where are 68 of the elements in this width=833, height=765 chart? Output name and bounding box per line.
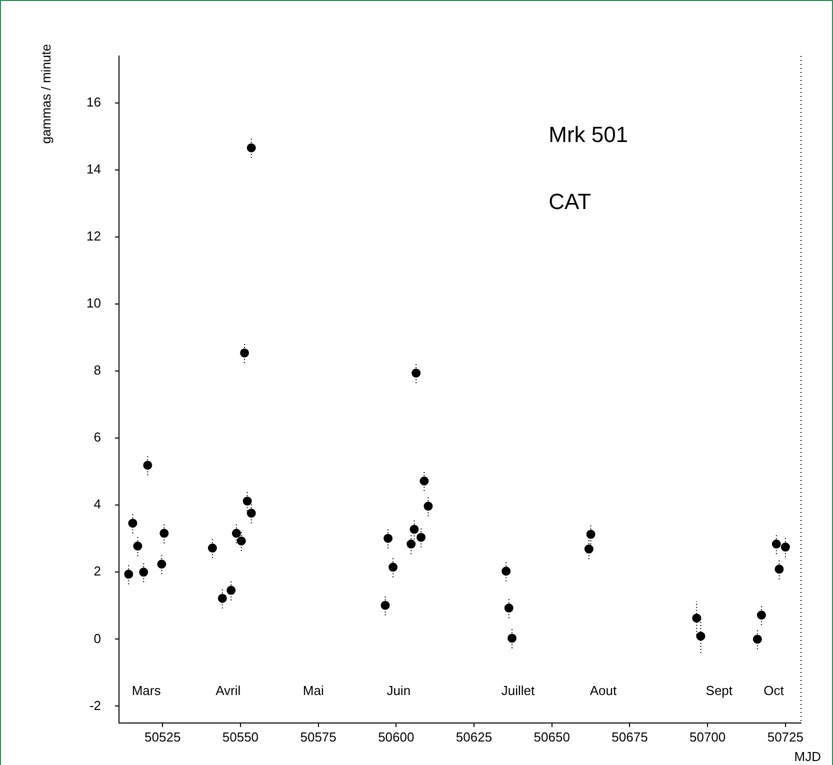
- x-tick-label: 50725: [767, 729, 804, 744]
- y-tick-label: 16: [86, 94, 101, 110]
- annotation: Oct: [764, 683, 784, 698]
- point: [412, 368, 421, 378]
- point: [416, 532, 426, 542]
- annotation: Juillet: [501, 683, 535, 698]
- point: [226, 586, 236, 595]
- x-tick-label: 50600: [378, 729, 414, 744]
- point: [420, 476, 429, 486]
- y-tick-label: 14: [86, 162, 101, 177]
- x-tick-label: 50575: [300, 729, 336, 744]
- annotation: Mai: [302, 683, 324, 698]
- x-axis-title: MJD: [794, 749, 821, 764]
- point: [232, 528, 241, 538]
- point: [504, 604, 514, 613]
- point: [124, 570, 134, 579]
- y-tick-label: 6: [94, 430, 101, 445]
- point: [208, 544, 217, 553]
- y-tick-label: 4: [94, 496, 101, 512]
- point: [139, 568, 148, 577]
- point: [160, 528, 169, 538]
- point: [502, 566, 511, 576]
- x-tick-label: 50550: [222, 729, 259, 744]
- point: [584, 544, 594, 554]
- point: [406, 540, 416, 549]
- x-tick-label: 50650: [534, 729, 570, 744]
- point: [384, 534, 393, 543]
- point: [380, 600, 390, 610]
- point: [218, 594, 227, 603]
- point: [774, 564, 784, 574]
- point: [246, 508, 256, 518]
- point: [508, 634, 517, 643]
- annotation: Mars: [132, 683, 162, 698]
- point: [696, 632, 706, 641]
- y-tick-label: 0: [94, 630, 101, 646]
- y-tick-label: -2: [89, 698, 101, 713]
- point: [388, 562, 398, 572]
- x-tick-label: 50675: [612, 729, 648, 744]
- point: [752, 634, 762, 644]
- point: [133, 542, 142, 551]
- point: [772, 540, 781, 549]
- y-tick-label: 12: [86, 228, 101, 244]
- point: [692, 614, 702, 623]
- point: [586, 530, 596, 539]
- point: [424, 502, 433, 511]
- y-axis-title: gammas / minute: [38, 44, 54, 144]
- point: [410, 524, 419, 534]
- point: [128, 518, 138, 528]
- point: [756, 610, 766, 620]
- annotation: Sept: [706, 683, 733, 698]
- annotation: Aout: [590, 683, 617, 698]
- point: [780, 542, 790, 552]
- y-tick-label: 8: [94, 362, 101, 378]
- annotation: Avril: [216, 683, 241, 698]
- point: [143, 460, 152, 470]
- point: [246, 143, 256, 152]
- point: [240, 348, 249, 358]
- point: [157, 560, 166, 569]
- x-tick-label: 50700: [689, 729, 726, 744]
- y-tick-label: 2: [94, 564, 101, 579]
- y-tick-label: 10: [86, 296, 101, 311]
- point: [242, 496, 252, 506]
- x-tick-label: 50625: [456, 729, 492, 744]
- annotation: CAT: [548, 188, 592, 214]
- annotation: Mrk 501: [548, 122, 628, 148]
- annotation: Juin: [386, 683, 411, 698]
- point: [236, 536, 246, 546]
- x-tick-label: 50525: [144, 729, 181, 744]
